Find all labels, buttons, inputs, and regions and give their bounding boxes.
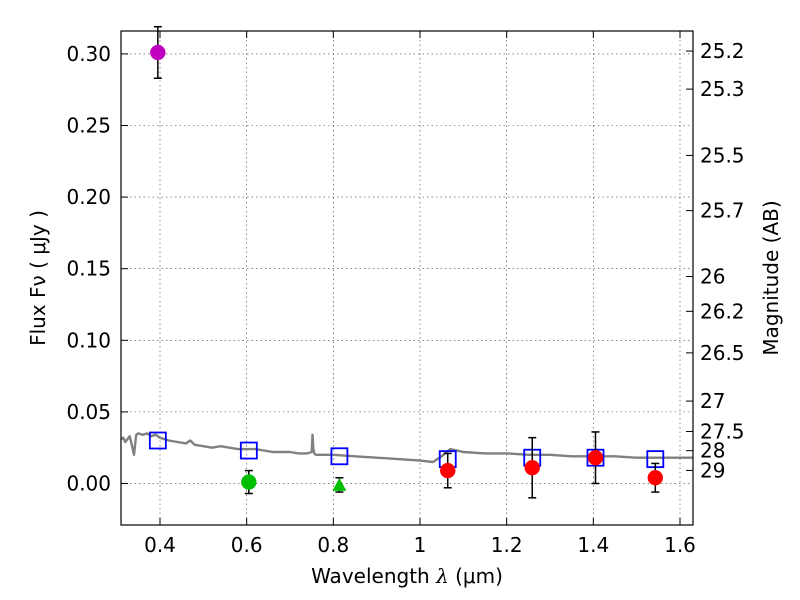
x-axis-label-lambda: λ [435,564,449,588]
right-tick-label: 27 [700,389,725,413]
x-tick-label: 1 [414,533,427,557]
right-tick-label: 26 [700,265,725,289]
y-axis-label: Flux Fν ( μJy ) [26,210,50,346]
right-tick-label: 27.5 [700,419,745,443]
observed-flux-point [647,469,664,486]
right-tick-label: 26.2 [700,299,745,323]
y-tick-label: 0.25 [66,114,111,138]
right-axis-label: Magnitude (AB) [759,200,783,355]
right-tick-label: 28 [700,439,725,463]
right-tick-label: 25.5 [700,143,745,167]
markers-layer [148,25,665,499]
plot-frame [120,30,694,526]
y-tick-label: 0.10 [66,328,111,352]
model-spectrum-line [120,432,693,464]
x-axis-label: Wavelength λ (μm) [311,564,503,588]
model-flux-square [330,447,349,466]
observed-flux-point [150,44,166,61]
x-tick-label: 1.2 [491,533,523,557]
x-axis-label-text: Wavelength [311,564,436,588]
right-tick-label: 25.7 [700,199,745,223]
observed-flux-point [439,462,456,479]
observed-flux-point [241,474,257,490]
y-tick-label: 0.15 [66,257,111,281]
model-flux-square [148,431,167,450]
y-tick-label: 0.00 [66,471,111,495]
right-tick-label: 26.5 [700,341,745,365]
x-tick-label: 0.6 [231,533,263,557]
right-tick-label: 25.2 [700,39,745,63]
model-flux-square [239,441,258,460]
ticks [121,31,693,525]
x-tick-label: 1.6 [664,533,696,557]
x-axis-label-unit: (μm) [449,564,503,588]
x-tick-label: 0.4 [144,533,176,557]
upper-limit-triangle [332,477,347,491]
right-tick-label: 29 [700,458,725,482]
x-tick-label: 0.8 [317,533,349,557]
y-tick-label: 0.30 [66,42,111,66]
y-tick-label: 0.20 [66,185,111,209]
y-tick-label: 0.05 [66,400,111,424]
x-tick-label: 1.4 [577,533,609,557]
right-tick-label: 25.3 [700,77,745,101]
tick-labels: 0.4 0.6 0.8 1 1.2 1.4 1.6 0.00 0.05 0.10 0.15 0.20 0… [66,39,744,557]
grid [121,31,693,525]
observed-flux-point [587,449,604,466]
observed-flux-point [524,459,540,476]
model-spectrum-layer [120,432,693,464]
